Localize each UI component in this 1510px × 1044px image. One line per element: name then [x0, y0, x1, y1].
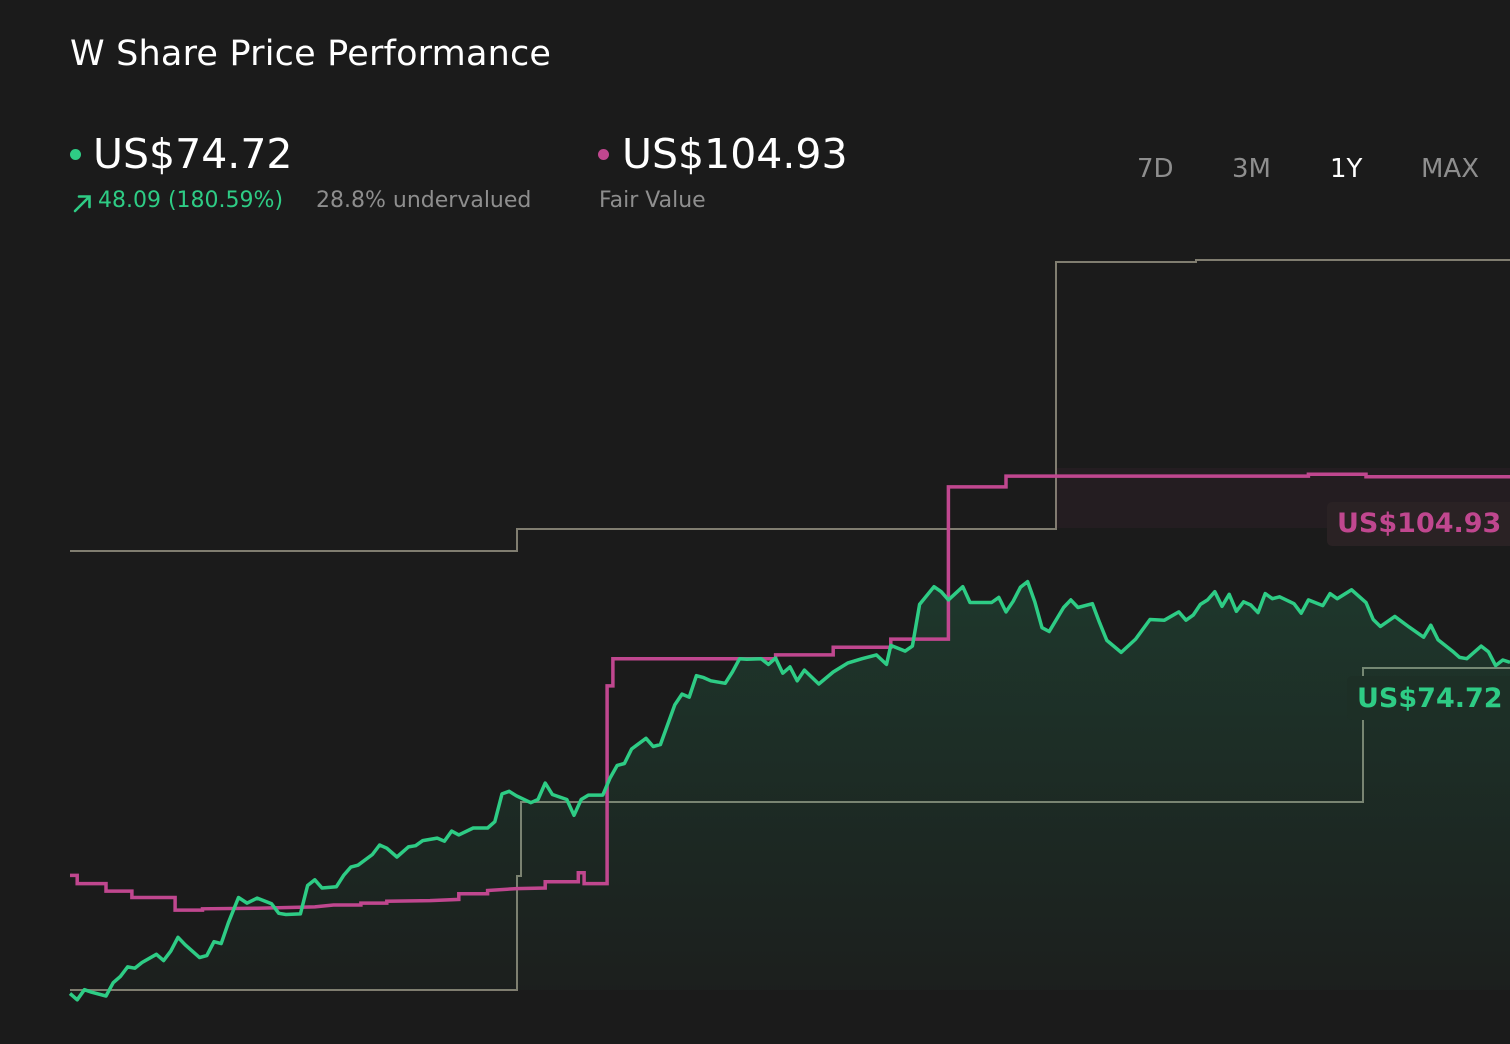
share-price-line: [68, 579, 1510, 1002]
fair-value-end-label: US$104.93: [1327, 502, 1510, 546]
share-price-end-text: US$74.72: [1357, 683, 1503, 714]
fair-value-end-text: US$104.93: [1337, 508, 1501, 539]
chart-title: W Share Price Performance: [70, 34, 552, 74]
zone-outline-upper: [70, 259, 1510, 552]
time-range-tabs: 7D 3M 1Y MAX: [1116, 154, 1510, 190]
price-area-fill: [70, 581, 1510, 1000]
tab-max[interactable]: MAX: [1421, 154, 1480, 184]
up-arrow-icon: [72, 192, 94, 214]
share-price-end-label: US$74.72: [1347, 676, 1510, 720]
tab-1y[interactable]: 1Y: [1330, 154, 1363, 184]
tab-7d[interactable]: 7D: [1137, 154, 1174, 184]
valuation-status: 28.8% undervalued: [316, 188, 532, 213]
share-price-dot: [70, 149, 81, 160]
price-change-value: 48.09 (180.59%): [98, 188, 284, 213]
share-price-value: US$74.72: [93, 130, 293, 178]
fair-value-value: US$104.93: [622, 130, 848, 178]
fair-value-line: [70, 472, 1510, 912]
tab-3m[interactable]: 3M: [1232, 154, 1271, 184]
fair-value-label: Fair Value: [599, 188, 706, 213]
fair-value-dot: [598, 149, 609, 160]
